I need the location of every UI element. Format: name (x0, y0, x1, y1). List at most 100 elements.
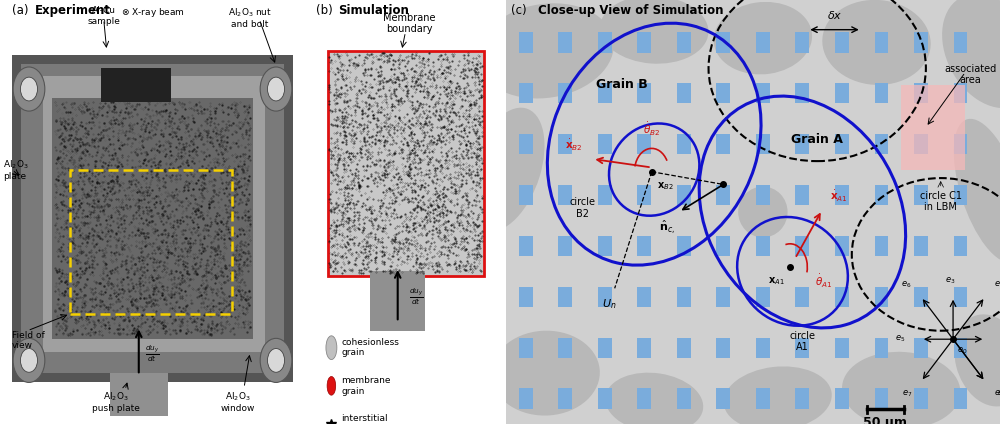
Bar (954, 388, 967, 409)
Text: Experiment: Experiment (35, 4, 111, 17)
Bar (756, 32, 770, 53)
Text: $U_n$: $U_n$ (602, 297, 617, 311)
Text: $\frac{du_y}{dt}$: $\frac{du_y}{dt}$ (409, 287, 424, 307)
Ellipse shape (842, 352, 960, 424)
Bar (954, 287, 967, 307)
Bar (558, 338, 572, 358)
Bar (954, 338, 967, 358)
Bar (875, 388, 888, 409)
Text: $\delta x$: $\delta x$ (827, 9, 842, 21)
Bar (677, 236, 691, 256)
Bar (558, 134, 572, 154)
Text: $\frac{du_y}{dt}$: $\frac{du_y}{dt}$ (145, 344, 159, 364)
Bar (716, 287, 730, 307)
Text: (b): (b) (316, 4, 336, 17)
Text: $\dot{\mathbf{x}}_{A1}$: $\dot{\mathbf{x}}_{A1}$ (830, 189, 847, 204)
Text: Grain A: Grain A (791, 134, 843, 146)
Bar (677, 287, 691, 307)
Text: Al$_2$O$_3$
push plate: Al$_2$O$_3$ push plate (92, 390, 140, 413)
Text: Al$_2$O$_3$
plate: Al$_2$O$_3$ plate (3, 158, 29, 181)
Text: Al$_2$O$_3$ nut
and bolt: Al$_2$O$_3$ nut and bolt (228, 6, 272, 29)
Ellipse shape (738, 187, 788, 237)
Bar (914, 236, 928, 256)
Bar (875, 287, 888, 307)
Bar (598, 83, 612, 103)
Text: $e_6$: $e_6$ (901, 280, 911, 290)
Bar (875, 236, 888, 256)
Bar (756, 388, 770, 409)
Bar (901, 85, 965, 170)
Bar (558, 388, 572, 409)
Ellipse shape (954, 314, 1000, 407)
Text: $\mathbf{x}_{B2}$: $\mathbf{x}_{B2}$ (657, 180, 673, 192)
Ellipse shape (714, 2, 812, 74)
Text: Close-up View of Simulation: Close-up View of Simulation (538, 4, 724, 17)
Bar (519, 32, 533, 53)
Bar (875, 83, 888, 103)
Bar (875, 185, 888, 205)
Ellipse shape (605, 373, 703, 424)
Text: $\hat{\mathbf{n}}_{c,}$: $\hat{\mathbf{n}}_{c,}$ (659, 218, 675, 236)
Bar (756, 338, 770, 358)
Text: cohesionless
grain: cohesionless grain (341, 338, 399, 357)
Text: associated
area: associated area (944, 64, 996, 85)
Bar (954, 134, 967, 154)
Bar (519, 185, 533, 205)
Bar (914, 134, 928, 154)
Bar (835, 134, 849, 154)
Bar (716, 338, 730, 358)
Text: Membrane
boundary: Membrane boundary (383, 13, 436, 34)
Bar (637, 287, 651, 307)
Text: $\dot{\mathbf{x}}_{B2}$: $\dot{\mathbf{x}}_{B2}$ (565, 138, 583, 153)
Bar (914, 388, 928, 409)
Bar (637, 236, 651, 256)
Bar (914, 338, 928, 358)
Bar (677, 185, 691, 205)
Circle shape (260, 338, 292, 382)
Bar (558, 236, 572, 256)
Circle shape (267, 349, 285, 372)
Text: circle C1
in LBM: circle C1 in LBM (920, 191, 962, 212)
Bar (101, 68, 171, 102)
Ellipse shape (822, 0, 931, 85)
Bar (598, 185, 612, 205)
Bar (370, 271, 425, 331)
Bar (914, 287, 928, 307)
Bar (519, 388, 533, 409)
Bar (21, 64, 284, 373)
Text: $\dot{\theta}_{A1}$: $\dot{\theta}_{A1}$ (815, 273, 832, 290)
Circle shape (13, 338, 45, 382)
Bar (716, 388, 730, 409)
Bar (875, 32, 888, 53)
Circle shape (20, 349, 38, 372)
Bar (558, 287, 572, 307)
Text: Al$_2$O$_3$
window: Al$_2$O$_3$ window (221, 390, 255, 413)
Bar (914, 32, 928, 53)
Text: membrane
grain: membrane grain (341, 376, 391, 396)
Bar (12, 55, 293, 382)
Text: Field of
view: Field of view (12, 331, 45, 350)
Bar (954, 83, 967, 103)
Bar (875, 134, 888, 154)
Bar (954, 185, 967, 205)
Bar (519, 83, 533, 103)
Text: interstitial
liquid: interstitial liquid (341, 414, 388, 424)
Bar (756, 83, 770, 103)
Bar (716, 236, 730, 256)
Bar (558, 83, 572, 103)
Bar (519, 134, 533, 154)
Bar (795, 32, 809, 53)
Bar (716, 185, 730, 205)
Bar (835, 236, 849, 256)
Text: $\mathbf{x}_{A1}$: $\mathbf{x}_{A1}$ (768, 276, 785, 287)
Bar (795, 287, 809, 307)
Circle shape (13, 67, 45, 111)
Ellipse shape (942, 0, 1000, 108)
Text: 50 μm: 50 μm (863, 416, 907, 424)
Bar (677, 134, 691, 154)
Circle shape (267, 77, 285, 101)
Ellipse shape (600, 0, 708, 64)
Text: Grain B: Grain B (596, 78, 648, 91)
Circle shape (20, 77, 38, 101)
Bar (795, 388, 809, 409)
